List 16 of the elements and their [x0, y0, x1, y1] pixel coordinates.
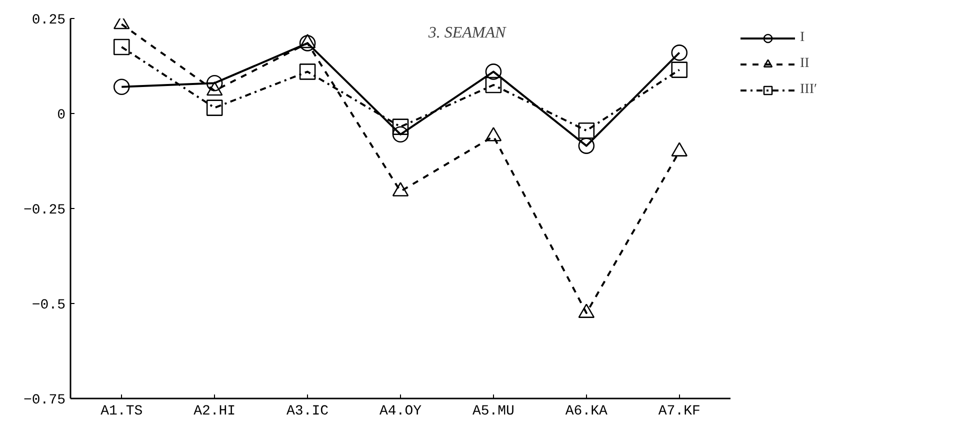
y-tick-label: −0.25: [23, 202, 66, 218]
y-tick-label: −0.5: [32, 298, 66, 314]
x-tick-label: A2.HI: [194, 404, 236, 420]
x-tick-label: A7.KF: [658, 404, 700, 420]
x-tick-label: A5.MU: [472, 404, 514, 420]
x-tick-label: A6.KA: [565, 404, 608, 420]
legend-label: II: [800, 56, 810, 72]
legend-label: I: [800, 30, 806, 46]
chart-title: 3. SEAMAN: [427, 24, 508, 42]
y-tick-label: 0.25: [32, 12, 66, 28]
legend-label: III′: [800, 82, 818, 98]
x-tick-label: A4.OY: [379, 404, 422, 420]
y-tick-label: −0.75: [23, 392, 66, 408]
x-tick-label: A1.TS: [100, 404, 143, 420]
y-tick-label: 0: [57, 108, 66, 124]
x-tick-label: A3.IC: [286, 404, 329, 420]
